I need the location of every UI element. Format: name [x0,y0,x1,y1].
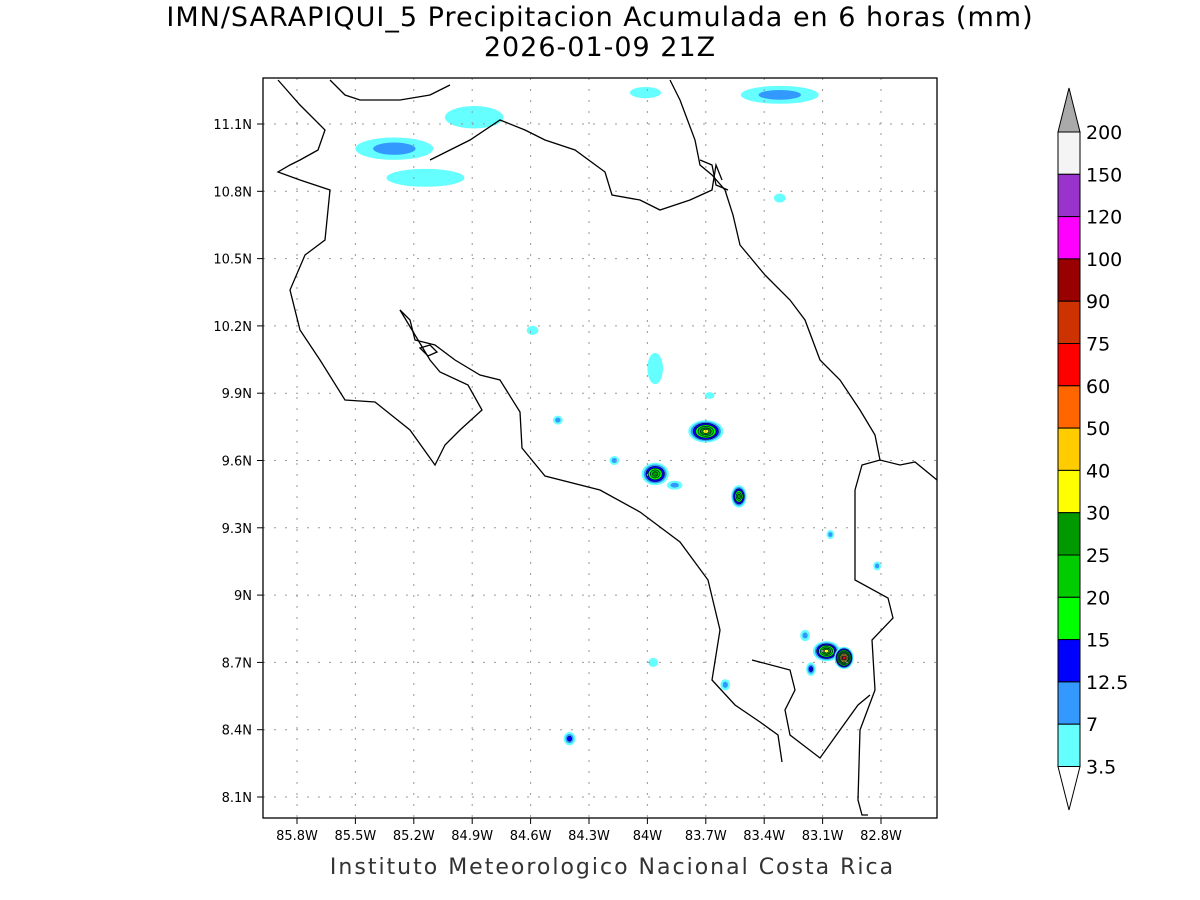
colorbar-label: 100 [1086,249,1122,271]
precip-contour [828,532,833,537]
colorbar-swatch [1057,596,1081,641]
precip-contour [842,656,846,660]
longitude-axis: 85.8W 85.5W 85.2W 84.9W 84.6W 84.3W 84W 83.7W 83… [276,818,902,844]
latitude-axis: 11.1N 10.8N 10.5N 10.2N 9.9N 9.6N 9.3N 9N 8.7N 8.… [213,118,263,806]
y-tick-label: 8.1N [222,791,252,806]
precip-contour [647,352,663,385]
colorbar-swatch [1057,723,1081,768]
y-tick-label: 10.5N [213,253,252,268]
y-tick-label: 10.2N [213,320,252,335]
colorbar-label: 120 [1086,207,1122,229]
colorbar-label: 50 [1086,418,1110,440]
colorbar-swatch [1057,512,1081,556]
lake-nicaragua-shore [329,79,451,101]
footer-credit: Instituto Meteorologico Nacional Costa R… [329,855,896,880]
caribbean-coast [669,79,881,461]
precip-contour [823,649,830,654]
colorbar-swatch [1057,343,1081,387]
precip-contour [773,193,786,203]
precip-contour [567,735,573,742]
precip-contour [758,89,802,100]
x-tick-label: 84.9W [451,829,493,844]
colorbar-swatch [1057,300,1081,345]
colorbar-label: 15 [1086,630,1110,652]
x-tick-label: 85.5W [334,829,376,844]
nicaragua-border [429,119,723,211]
island [418,344,439,357]
colorbar-label: 7 [1086,714,1098,736]
precip-contour [737,493,741,499]
map-title: IMN/SARAPIQUI_5 Precipitacion Acumulada … [166,2,1034,33]
colorbar-swatch [1057,216,1081,260]
precip-contour [648,657,659,667]
colorbar-label: 20 [1086,587,1110,609]
map-frame [262,77,938,819]
precip-contour [444,106,504,129]
colorbar-swatch [1057,427,1081,471]
colorbar-swatch [1057,385,1081,429]
y-tick-label: 10.8N [213,185,252,200]
colorbar-label: 3.5 [1086,757,1116,779]
precip-cells [355,85,882,746]
precip-contour [629,86,662,99]
precip-contour [874,563,880,569]
colorbar-label: 30 [1086,503,1110,525]
colorbar-under-arrow [1057,766,1081,811]
y-tick-label: 9.6N [222,455,252,470]
colorbar-label: 90 [1086,291,1110,313]
colorbar-label: 25 [1086,545,1110,567]
precip-contour [526,325,539,335]
colorbar-swatch [1057,258,1081,302]
x-tick-label: 84.6W [510,829,552,844]
y-tick-label: 8.4N [222,724,252,739]
pacific-coast-north [276,79,483,467]
precip-contour [555,417,561,423]
x-tick-label: 84.3W [568,829,610,844]
y-tick-label: 8.7N [222,656,252,671]
map-valid-time: 2026-01-09 21Z [483,32,717,63]
precip-contour [808,666,814,672]
osa-peninsula [751,659,871,759]
x-tick-label: 84W [633,829,663,844]
precip-contour [704,392,715,399]
x-tick-label: 83.7W [685,829,727,844]
gridlines [263,78,937,818]
y-tick-label: 11.1N [213,118,252,133]
border-east [699,159,729,191]
x-tick-label: 83.4W [743,829,785,844]
panama-border [854,459,938,491]
precip-contour [652,471,659,477]
precip-contour [722,681,728,688]
colorbar-swatch [1057,469,1081,514]
nicoya-gulf-coast [399,309,783,763]
colorbar-swatch [1057,173,1081,218]
precip-contour [611,458,617,463]
colorbar-label: 150 [1086,164,1122,186]
colorbar-label: 75 [1086,334,1110,356]
colorbar-label: 40 [1086,460,1110,482]
precip-contour [386,168,465,187]
colorbar-swatch [1057,639,1081,683]
coastlines [276,79,938,816]
color-legend: 3.5 7 12.5 15 20 25 30 40 50 60 75 90 100 120 150 200 [1057,87,1128,811]
x-tick-label: 85.8W [276,829,318,844]
colorbar-label: 12.5 [1086,672,1128,694]
precip-contour [373,142,416,155]
y-tick-label: 9.9N [222,387,252,402]
x-tick-label: 83.1W [802,829,844,844]
colorbar-swatch [1057,554,1081,598]
colorbar-over-arrow [1057,87,1081,133]
colorbar-label: 200 [1086,122,1122,144]
precip-contour [670,482,679,488]
y-tick-label: 9.3N [222,522,252,537]
panama-border-south [854,490,894,816]
y-tick-label: 9N [234,589,252,604]
x-tick-label: 82.8W [860,829,902,844]
precip-contour [802,632,808,639]
x-tick-label: 85.2W [393,829,435,844]
colorbar-label: 60 [1086,376,1110,398]
colorbar-swatch [1057,131,1081,175]
colorbar-swatch [1057,681,1081,725]
